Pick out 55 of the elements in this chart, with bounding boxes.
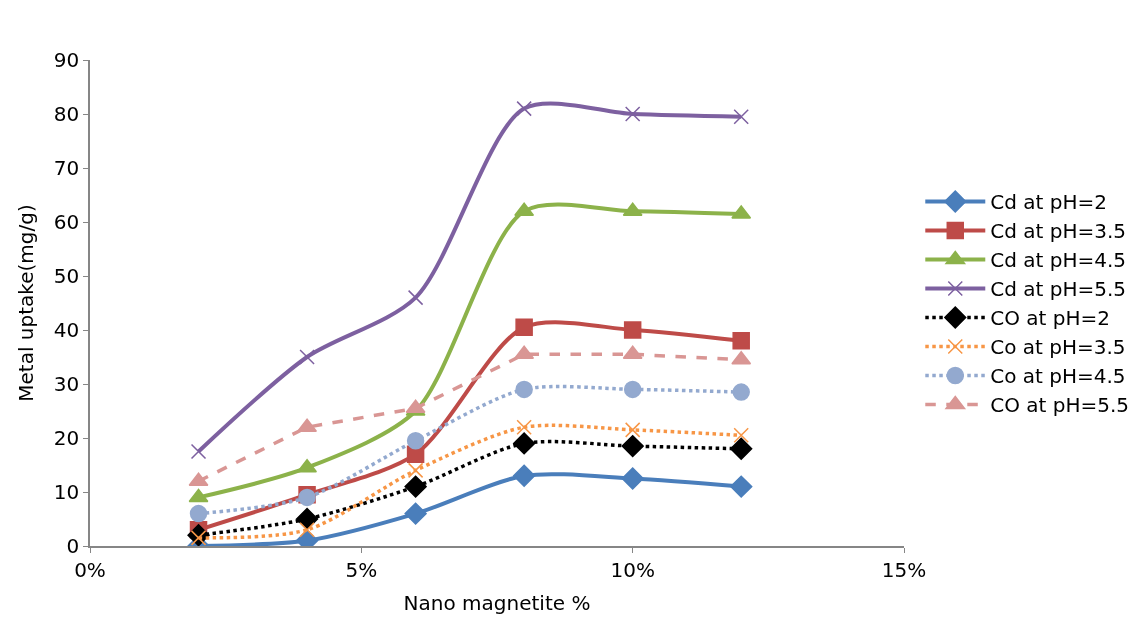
point <box>732 332 750 350</box>
y-tick-label: 70 <box>53 156 80 180</box>
legend-label: CO at pH=5.5 <box>990 393 1130 418</box>
point <box>188 488 209 503</box>
legend-label: Co at pH=4.5 <box>990 364 1126 389</box>
point <box>621 434 644 458</box>
y-tick-label: 60 <box>53 210 80 234</box>
point <box>516 419 532 435</box>
point <box>515 380 533 399</box>
y-tick-label: 0 <box>66 534 80 558</box>
point <box>512 464 536 487</box>
legend-label: Cd at pH=5.5 <box>990 277 1127 302</box>
point <box>514 345 535 360</box>
x-tick-label: 15% <box>881 557 927 582</box>
point <box>512 432 536 455</box>
y-tick-label: 10 <box>53 480 80 504</box>
point <box>516 100 532 117</box>
y-tick-label: 90 <box>53 48 80 72</box>
point <box>623 380 642 399</box>
point <box>731 350 752 365</box>
x-tick-label: 0% <box>74 557 106 582</box>
y-tick-label: 40 <box>53 318 80 342</box>
legend-label: Cd at pH=4.5 <box>990 248 1127 273</box>
point <box>732 383 750 401</box>
x-tick-label: 5% <box>345 557 378 582</box>
point <box>404 502 427 525</box>
point <box>407 462 424 479</box>
y-tick-label: 80 <box>53 102 80 126</box>
x-axis-title: Nano magnetite % <box>403 590 591 615</box>
point <box>733 427 749 444</box>
point <box>299 522 315 538</box>
y-tick-label: 20 <box>53 426 80 450</box>
point <box>406 431 425 450</box>
point <box>623 321 642 339</box>
point <box>515 318 533 337</box>
legend-label: Cd at pH=2 <box>990 190 1107 215</box>
legend-label: Cd at pH=3.5 <box>990 219 1127 244</box>
point <box>189 504 208 523</box>
point <box>624 422 641 438</box>
point <box>730 475 753 498</box>
y-axis-title: Metal uptake(mg/g) <box>13 204 38 402</box>
point <box>624 106 641 122</box>
point <box>621 467 644 490</box>
point <box>297 458 318 473</box>
y-tick-label: 30 <box>53 372 80 396</box>
point <box>404 475 427 498</box>
point <box>190 443 207 460</box>
point <box>730 437 753 460</box>
y-tick-label: 50 <box>53 264 80 288</box>
point <box>733 108 749 125</box>
x-tick-label: 10% <box>610 557 655 582</box>
point <box>622 345 643 360</box>
legend-label: Co at pH=3.5 <box>990 335 1126 360</box>
legend-label: CO at pH=2 <box>990 306 1111 331</box>
point <box>295 507 319 531</box>
